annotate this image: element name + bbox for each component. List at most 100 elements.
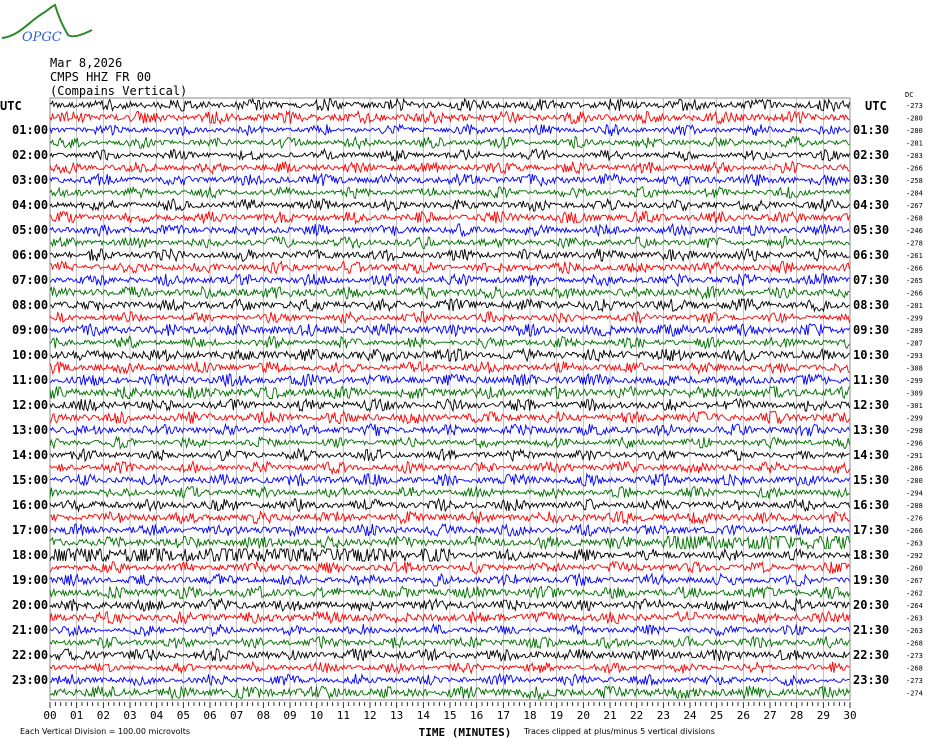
x-tick-label: 07 bbox=[230, 709, 243, 722]
dc-offset-label: -293 bbox=[906, 352, 923, 360]
x-tick-label: 09 bbox=[283, 709, 296, 722]
x-tick-label: 25 bbox=[710, 709, 723, 722]
trace-row-9 bbox=[49, 210, 850, 226]
dc-offset-label: -281 bbox=[906, 140, 923, 148]
right-hour-label: 07:30 bbox=[853, 273, 889, 287]
x-tick-label: 27 bbox=[763, 709, 776, 722]
left-hour-label: 03:00 bbox=[12, 173, 48, 187]
trace-row-15 bbox=[49, 285, 850, 301]
x-tick-label: 17 bbox=[497, 709, 510, 722]
dc-offset-label: -266 bbox=[906, 290, 923, 298]
dc-offset-label: -296 bbox=[906, 440, 923, 448]
trace-row-43 bbox=[49, 635, 850, 650]
x-tick-label: 24 bbox=[683, 709, 697, 722]
left-hour-label: 04:00 bbox=[12, 198, 48, 212]
right-hour-label: 20:30 bbox=[853, 598, 889, 612]
dc-offset-label: -309 bbox=[906, 390, 923, 398]
trace-row-31 bbox=[49, 485, 850, 500]
trace-row-37 bbox=[49, 560, 850, 575]
x-tick-label: 19 bbox=[550, 709, 563, 722]
left-hour-label: 17:00 bbox=[12, 523, 48, 537]
scale-note: Each Vertical Division = 100.00 microvol… bbox=[20, 727, 191, 736]
trace-row-41 bbox=[49, 610, 850, 625]
dc-offset-label: -274 bbox=[906, 690, 923, 698]
trace-row-30 bbox=[49, 472, 850, 488]
right-hour-label: 23:30 bbox=[853, 673, 889, 687]
trace-row-17 bbox=[49, 310, 850, 325]
trace-row-40 bbox=[49, 597, 850, 613]
dc-offset-label: -308 bbox=[906, 365, 923, 373]
x-tick-label: 01 bbox=[70, 709, 83, 722]
trace-row-33 bbox=[49, 509, 850, 526]
dc-offset-label: -266 bbox=[906, 527, 923, 535]
x-tick-label: 14 bbox=[417, 709, 431, 722]
x-tick-label: 04 bbox=[150, 709, 164, 722]
trace-row-5 bbox=[49, 160, 850, 176]
x-tick-label: 05 bbox=[177, 709, 190, 722]
dc-offset-label: -299 bbox=[906, 377, 923, 385]
left-hour-label: 11:00 bbox=[12, 373, 48, 387]
trace-row-8 bbox=[49, 197, 850, 213]
dc-offset-label: -273 bbox=[906, 652, 923, 660]
left-hour-label: 18:00 bbox=[12, 548, 48, 562]
trace-row-42 bbox=[49, 623, 850, 638]
trace-row-26 bbox=[49, 422, 850, 438]
x-tick-label: 29 bbox=[817, 709, 830, 722]
dc-offset-label: -283 bbox=[906, 152, 923, 160]
trace-row-3 bbox=[49, 135, 850, 151]
left-hour-label: 09:00 bbox=[12, 323, 48, 337]
left-hour-label: 19:00 bbox=[12, 573, 48, 587]
logo-text: OPGC bbox=[22, 30, 62, 45]
dc-offset-label: -298 bbox=[906, 427, 923, 435]
left-hour-label: 16:00 bbox=[12, 498, 48, 512]
right-hour-label: 05:30 bbox=[853, 223, 889, 237]
right-hour-label: 18:30 bbox=[853, 548, 889, 562]
trace-row-14 bbox=[49, 272, 850, 288]
x-tick-label: 22 bbox=[630, 709, 643, 722]
right-hour-label: 04:30 bbox=[853, 198, 889, 212]
dc-offset-label: -268 bbox=[906, 215, 923, 223]
left-axis-title: UTC bbox=[0, 99, 22, 113]
dc-offset-label: -289 bbox=[906, 327, 923, 335]
site-label: (Compains Vertical) bbox=[50, 84, 188, 98]
dc-offset-label: -273 bbox=[906, 102, 923, 110]
dc-offset-label: -267 bbox=[906, 577, 923, 585]
left-hour-label: 07:00 bbox=[12, 273, 48, 287]
x-tick-label: 18 bbox=[523, 709, 536, 722]
left-hour-label: 20:00 bbox=[12, 598, 48, 612]
dc-offset-label: -263 bbox=[906, 615, 923, 623]
left-hour-label: 22:00 bbox=[12, 648, 48, 662]
left-hour-label: 05:00 bbox=[12, 223, 48, 237]
right-hour-label: 06:30 bbox=[853, 248, 889, 262]
trace-row-20 bbox=[50, 347, 850, 363]
dc-offset-label: -265 bbox=[906, 277, 923, 285]
dc-offset-label: -286 bbox=[906, 465, 923, 473]
dc-title: DC bbox=[905, 91, 913, 99]
trace-row-44 bbox=[49, 647, 850, 662]
x-axis-title: TIME (MINUTES) bbox=[419, 726, 512, 739]
x-tick-label: 00 bbox=[43, 709, 56, 722]
trace-row-1 bbox=[49, 109, 850, 125]
right-hour-label: 11:30 bbox=[853, 373, 889, 387]
dc-offset-label: -262 bbox=[906, 590, 923, 598]
dc-offset-label: -294 bbox=[906, 490, 923, 498]
x-tick-label: 20 bbox=[577, 709, 590, 722]
logo: OPGC bbox=[1, 3, 93, 45]
dc-offset-label: -280 bbox=[906, 115, 923, 123]
trace-row-16 bbox=[49, 297, 850, 313]
dc-offset-label: -273 bbox=[906, 677, 923, 685]
left-hour-label: 02:00 bbox=[12, 148, 48, 162]
trace-row-32 bbox=[49, 497, 850, 513]
x-tick-label: 06 bbox=[203, 709, 216, 722]
right-hour-label: 19:30 bbox=[853, 573, 889, 587]
left-hour-label: 01:00 bbox=[12, 123, 48, 137]
trace-row-18 bbox=[49, 322, 850, 338]
trace-row-19 bbox=[49, 335, 850, 350]
trace-row-4 bbox=[49, 147, 850, 163]
dc-offset-label: -268 bbox=[906, 640, 923, 648]
trace-row-22 bbox=[49, 372, 850, 388]
dc-offset-label: -246 bbox=[906, 227, 923, 235]
right-hour-label: 09:30 bbox=[853, 323, 889, 337]
x-tick-label: 28 bbox=[790, 709, 803, 722]
